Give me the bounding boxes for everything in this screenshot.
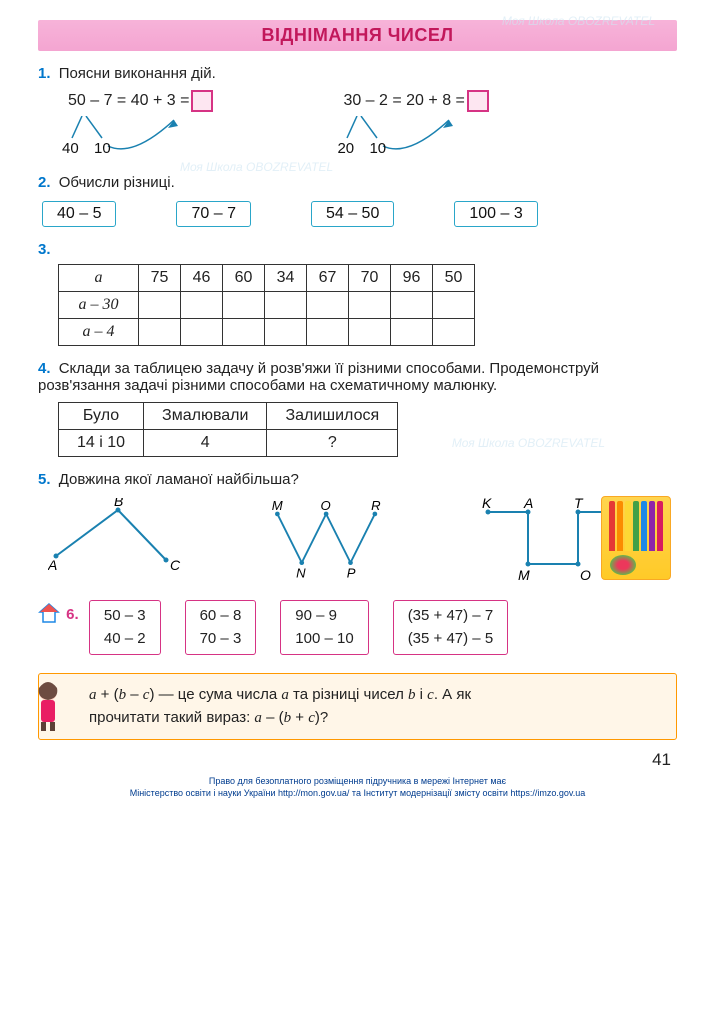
- task-2: 2. Обчисли різниці. 40 – 5 70 – 7 54 – 5…: [38, 174, 677, 227]
- ex6-box: 90 – 9 100 – 10: [280, 600, 368, 655]
- pencil-box-icon: [601, 496, 671, 580]
- svg-text:P: P: [347, 566, 356, 581]
- answer-box[interactable]: [467, 90, 489, 112]
- task-number: 4.: [38, 360, 51, 377]
- diff-box: 40 – 5: [42, 201, 116, 227]
- girl-icon: [27, 678, 69, 732]
- task-number: 5.: [38, 471, 51, 488]
- task-text: Поясни виконання дій.: [59, 65, 216, 82]
- butterfly-icon: [610, 555, 636, 575]
- task-1: 1. Поясни виконання дій. 50 – 7 = 40 + 3…: [38, 65, 677, 160]
- svg-text:K: K: [482, 498, 492, 511]
- pencil-icon: [625, 501, 631, 551]
- svg-text:B: B: [114, 498, 123, 509]
- svg-text:O: O: [321, 498, 331, 513]
- pencil-icon: [657, 501, 663, 551]
- svg-text:M: M: [272, 498, 283, 513]
- svg-text:N: N: [296, 566, 306, 581]
- split-arrows: [343, 116, 473, 160]
- footer: Право для безоплатного розміщення підруч…: [38, 776, 677, 799]
- svg-text:M: M: [518, 567, 530, 583]
- ex6-box: 50 – 3 40 – 2: [89, 600, 161, 655]
- task-3: 3. a 75 46 60 34 67 70 96 50 a – 30 a – …: [38, 241, 677, 346]
- task-text: Довжина якої ламаної найбільша?: [59, 471, 299, 488]
- page-number: 41: [38, 750, 677, 770]
- pencil-icon: [609, 501, 615, 551]
- svg-text:C: C: [170, 557, 181, 573]
- pencil-icon: [649, 501, 655, 551]
- polyline-abc: A B C: [48, 498, 208, 588]
- diff-box: 100 – 3: [454, 201, 537, 227]
- ex6-box: (35 + 47) – 7 (35 + 47) – 5: [393, 600, 508, 655]
- task-4: 4. Склади за таблицею задачу й розв'яжи …: [38, 360, 677, 457]
- svg-text:A: A: [523, 498, 533, 511]
- svg-text:A: A: [48, 557, 57, 573]
- home-icon: [38, 602, 60, 628]
- equation-1: 50 – 7 = 40 + 3 = 40 10: [68, 90, 213, 160]
- info-box: a + (b – c)a + (b – c) — це сума числа —…: [38, 673, 677, 740]
- watermark: Моя Школа OBOZREVATEL: [180, 160, 333, 174]
- svg-text:O: O: [580, 567, 591, 583]
- task-number: 6.: [66, 606, 79, 623]
- table-problem: Було Змалювали Залишилося 14 і 10 4 ?: [58, 402, 398, 457]
- pencil-icon: [633, 501, 639, 551]
- svg-text:R: R: [371, 498, 381, 513]
- task-number: 3.: [38, 241, 51, 258]
- task-number: 1.: [38, 65, 51, 82]
- task-number: 2.: [38, 174, 51, 191]
- svg-text:T: T: [574, 498, 584, 511]
- task-text: Обчисли різниці.: [59, 174, 175, 191]
- diff-box: 70 – 7: [176, 201, 250, 227]
- equation-2: 30 – 2 = 20 + 8 = 20 10: [343, 90, 488, 160]
- table-a: a 75 46 60 34 67 70 96 50 a – 30 a – 4: [58, 264, 475, 346]
- answer-box[interactable]: [191, 90, 213, 112]
- diff-box: 54 – 50: [311, 201, 394, 227]
- page-title: ВІДНІМАННЯ ЧИСЕЛ: [38, 20, 677, 51]
- task-text: Склади за таблицею задачу й розв'яжи її …: [38, 360, 599, 394]
- task-6: 6. 50 – 3 40 – 2 60 – 8 70 – 3 90 – 9 10…: [38, 602, 677, 655]
- pencil-icon: [617, 501, 623, 551]
- pencil-icon: [641, 501, 647, 551]
- ex6-box: 60 – 8 70 – 3: [185, 600, 257, 655]
- task-5: 5. Довжина якої ламаної найбільша? A B C…: [38, 471, 677, 588]
- polyline-monrp: M O R N P: [268, 498, 418, 588]
- split-arrows: [68, 116, 198, 160]
